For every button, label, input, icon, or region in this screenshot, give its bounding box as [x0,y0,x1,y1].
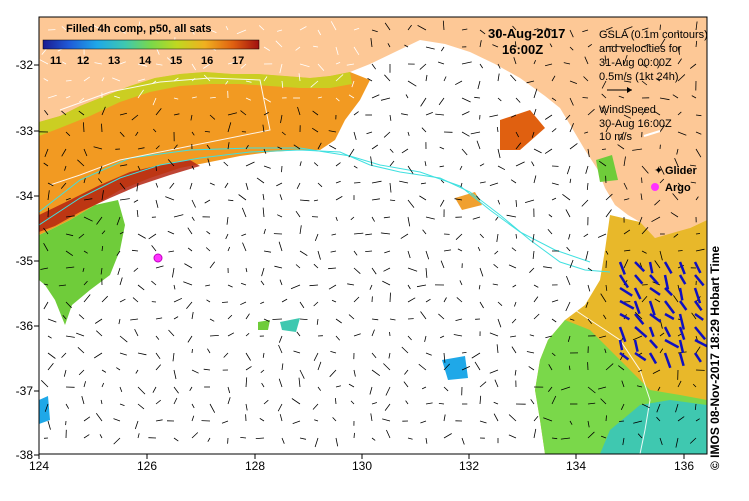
velocity-arrow [390,332,391,336]
velocity-arrow [583,98,589,99]
argo-marker-icon [651,183,659,191]
timestamp-time: 16:00Z [502,42,543,57]
velocity-arrow [156,166,157,171]
colorbar-tick: 11 [50,55,62,67]
y-axis: -32 -33 -34 -35 -36 -37 -38 [16,58,34,462]
y-tick-label: -38 [16,448,34,462]
legend-argo-label: Argo [665,182,691,194]
colorbar-tick: 17 [232,55,244,67]
timestamp-date: 30-Aug-2017 [488,26,565,41]
velocity-arrow [602,149,606,150]
velocity-arrow [272,319,282,320]
colorbar-tick: 14 [139,55,152,67]
x-tick-label: 130 [352,459,372,473]
y-tick-label: -36 [16,319,34,333]
legend-gsla-line: 31-Aug 00:00Z [599,57,672,69]
velocity-arrow [282,166,283,172]
glider-marker-icon: ✦ [654,165,663,177]
velocity-arrow [606,415,607,421]
y-tick-label: -35 [16,254,34,268]
legend-wind-line: WindSpeed [599,104,656,116]
colorbar-gradient [43,40,259,49]
y-tick-label: -32 [16,58,34,72]
y-tick-label: -37 [16,384,34,398]
legend-gsla-line: GSLA (0.1m contours) [599,29,708,41]
velocity-arrow [619,421,624,422]
colorbar-tick: 16 [201,55,213,67]
velocity-arrow [390,293,391,302]
velocity-arrow [642,178,643,184]
legend-gsla-line: and velocities for [599,43,682,55]
legend-gsla-line: 0.5m/s (1kt 24h) [599,71,678,83]
velocity-arrow [354,183,360,184]
velocity-arrow [192,349,193,353]
x-tick-label: 132 [459,459,479,473]
x-axis: 124 126 128 130 132 134 136 [29,459,694,473]
velocity-arrow [66,81,72,82]
velocity-arrow [678,251,683,252]
argo-float-marker[interactable] [154,254,162,262]
y-tick-label: -33 [16,124,34,138]
x-tick-label: 126 [137,459,157,473]
x-tick-label: 134 [566,459,586,473]
colorbar-tick: 15 [170,55,182,67]
sst-patch-blue-2 [39,396,50,424]
colorbar-title: Filled 4h comp, p50, all sats [66,23,212,35]
velocity-arrow [222,302,228,303]
legend-glider-label: Glider [665,165,698,177]
legend-wind-line: 10 m/s [599,131,633,143]
velocity-arrow [48,208,49,217]
colorbar-tick: 12 [77,55,89,67]
velocity-arrow [696,234,700,235]
legend-wind-line: 30-Aug 16:00Z [599,118,672,130]
y-tick-label: -34 [16,189,34,203]
x-tick-label: 128 [245,459,265,473]
velocity-arrow [354,433,355,438]
imos-credit: © IMOS 08-Nov-2017 18:29 Hobart Time [708,246,722,470]
velocity-arrow [102,124,103,132]
colorbar-tick: 13 [108,55,120,67]
x-tick-label: 136 [674,459,694,473]
